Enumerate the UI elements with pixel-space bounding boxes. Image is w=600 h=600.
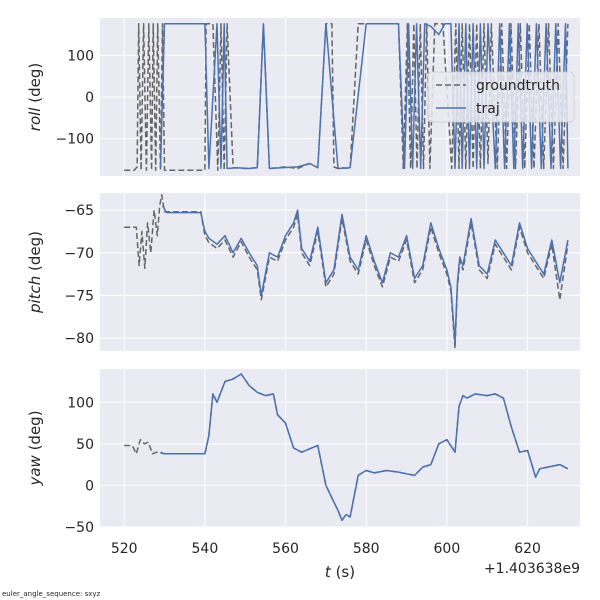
plot-area <box>100 369 580 527</box>
y-axis-label-unit: (deg) <box>26 63 44 108</box>
y-tick-label: −50 <box>64 520 94 536</box>
y-axis-label: yaw (deg) <box>26 410 44 486</box>
y-axis-label-unit: (deg) <box>26 410 44 455</box>
y-axis-label-var: yaw <box>26 454 44 486</box>
legend-traj-label: traj <box>476 101 500 117</box>
x-axis-label: t (s) <box>325 563 355 581</box>
x-axis: 520 540 560 580 600 620 <box>111 541 541 557</box>
y-axis-label: pitch (deg) <box>26 231 44 314</box>
y-axis-label-unit: (deg) <box>26 231 44 276</box>
yaw-panel: −50 0 50 100 yaw (deg) <box>26 369 580 536</box>
pitch-panel: −80 −75 −70 −65 pitch (deg) <box>26 193 580 351</box>
y-tick-label: −70 <box>64 246 94 262</box>
x-axis-label-unit: (s) <box>331 563 355 581</box>
y-axis-label: roll (deg) <box>26 63 44 131</box>
x-offset-label: +1.403638e9 <box>484 561 580 577</box>
y-tick-label: 100 <box>67 395 94 411</box>
x-tick-label: 520 <box>111 541 138 557</box>
x-tick-label: 620 <box>514 541 541 557</box>
traj-line <box>160 373 569 522</box>
x-axis-label-var: t <box>325 563 332 581</box>
y-tick-label: −75 <box>64 288 94 304</box>
x-tick-label: 540 <box>192 541 219 557</box>
footnote: euler_angle_sequence: sxyz <box>2 590 101 598</box>
legend-groundtruth-label: groundtruth <box>476 78 560 94</box>
y-tick-label: −100 <box>56 132 94 148</box>
traj-line <box>159 23 569 170</box>
traj-line <box>161 205 569 344</box>
plot-area <box>100 193 580 351</box>
x-tick-label: 600 <box>434 541 461 557</box>
y-tick-label: −80 <box>64 331 94 347</box>
y-tick-label: 100 <box>67 48 94 64</box>
y-tick-label: −65 <box>64 203 94 219</box>
y-tick-label: 0 <box>85 90 94 106</box>
x-tick-label: 580 <box>353 541 380 557</box>
y-tick-label: 50 <box>76 437 94 453</box>
legend: groundtruth traj <box>427 71 575 123</box>
y-axis-label-var: pitch <box>26 276 44 314</box>
y-axis-label-var: roll <box>26 107 44 132</box>
y-tick-label: 0 <box>85 478 94 494</box>
groundtruth-line <box>124 193 569 350</box>
x-tick-label: 560 <box>272 541 299 557</box>
